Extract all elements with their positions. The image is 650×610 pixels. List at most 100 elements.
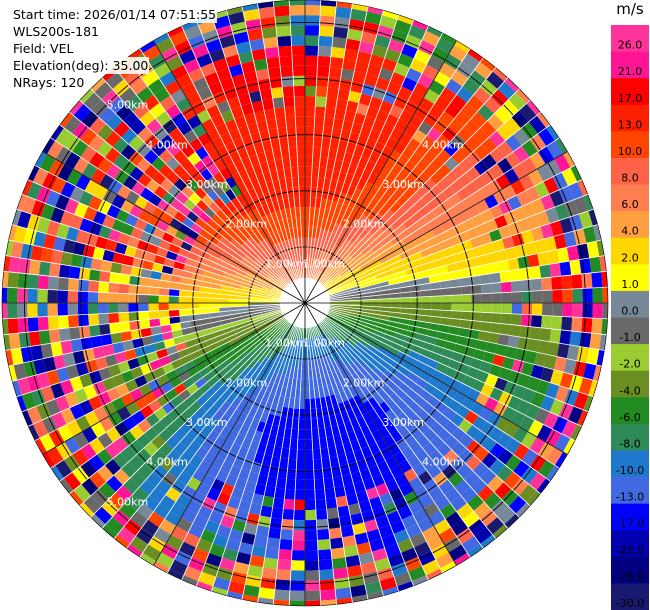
velocity-gate — [480, 57, 496, 72]
velocity-gate — [392, 337, 405, 347]
velocity-gate — [242, 3, 259, 12]
ray-separator — [327, 165, 576, 292]
velocity-gate — [153, 62, 172, 79]
velocity-gate — [334, 485, 346, 498]
velocity-gate — [536, 424, 553, 442]
velocity-gate — [242, 279, 254, 286]
velocity-gate — [419, 315, 431, 323]
velocity-gate — [490, 499, 509, 517]
velocity-gate — [521, 229, 535, 245]
velocity-gate — [274, 362, 282, 374]
velocity-gate — [112, 341, 125, 354]
velocity-gate — [198, 303, 210, 309]
velocity-gate — [178, 289, 190, 297]
ray-separator — [316, 32, 443, 281]
velocity-gate — [266, 118, 278, 131]
velocity-gate — [102, 249, 115, 263]
velocity-gate — [256, 473, 269, 486]
velocity-gate — [160, 212, 174, 225]
velocity-gate — [393, 571, 412, 587]
velocity-gate — [119, 273, 131, 285]
velocity-gate — [297, 439, 305, 450]
ray-separator — [330, 270, 607, 301]
velocity-gate — [193, 419, 207, 433]
velocity-gate — [227, 212, 239, 225]
colorbar-swatch — [611, 51, 649, 79]
velocity-gate — [311, 176, 319, 188]
velocity-gate — [230, 486, 245, 500]
velocity-gate — [106, 113, 123, 131]
velocity-gate — [405, 355, 418, 367]
velocity-gate — [358, 41, 375, 55]
velocity-gate — [549, 262, 562, 278]
velocity-gate — [554, 433, 571, 452]
velocity-gate — [368, 197, 380, 210]
velocity-gate — [363, 347, 375, 358]
velocity-gate — [309, 207, 316, 218]
velocity-gate — [46, 220, 61, 237]
velocity-gate — [583, 395, 594, 412]
velocity-gate — [174, 550, 193, 566]
velocity-gate — [335, 6, 352, 19]
velocity-gate — [210, 249, 222, 260]
velocity-gate — [453, 343, 466, 355]
velocity-gate — [231, 421, 244, 434]
velocity-gate — [475, 339, 488, 352]
velocity-gate — [282, 157, 291, 169]
velocity-gate — [410, 303, 422, 310]
velocity-gate — [258, 366, 268, 378]
velocity-gate — [271, 270, 280, 280]
velocity-gate — [391, 176, 404, 190]
velocity-gate — [246, 344, 257, 354]
velocity-gate — [510, 313, 522, 326]
velocity-gate — [355, 276, 367, 284]
velocity-gate — [390, 163, 403, 177]
velocity-gate — [241, 391, 252, 404]
velocity-gate — [367, 279, 379, 287]
velocity-gate — [37, 275, 49, 290]
velocity-gate — [396, 351, 409, 362]
velocity-gate — [122, 477, 140, 495]
velocity-gate — [189, 308, 200, 316]
velocity-gate — [390, 307, 401, 314]
velocity-gate — [219, 192, 231, 205]
velocity-gate — [139, 479, 156, 496]
velocity-gate — [285, 250, 291, 261]
velocity-gate — [292, 540, 305, 551]
velocity-gate — [182, 216, 195, 229]
velocity-gate — [156, 37, 175, 54]
velocity-gate — [459, 319, 471, 330]
velocity-gate — [72, 466, 90, 485]
velocity-gate — [222, 547, 239, 562]
velocity-gate — [334, 392, 343, 404]
velocity-gate — [340, 239, 350, 250]
velocity-gate — [213, 245, 225, 256]
velocity-gate — [460, 354, 474, 367]
velocity-gate — [450, 286, 462, 296]
velocity-gate — [546, 124, 560, 141]
velocity-gate — [338, 265, 349, 275]
velocity-gate — [370, 337, 382, 346]
velocity-gate — [372, 228, 384, 239]
velocity-gate — [239, 303, 250, 307]
velocity-gate — [339, 203, 349, 216]
velocity-gate — [501, 303, 513, 314]
velocity-gate — [10, 241, 24, 258]
velocity-gate — [413, 106, 429, 121]
velocity-gate — [411, 575, 429, 586]
velocity-gate — [305, 449, 314, 460]
velocity-gate — [203, 206, 216, 219]
velocity-gate — [2, 318, 9, 335]
velocity-gate — [121, 222, 135, 237]
velocity-gate — [305, 186, 312, 198]
velocity-gate — [246, 394, 257, 407]
velocity-gate — [536, 164, 553, 182]
velocity-gate — [305, 388, 311, 399]
velocity-gate — [276, 280, 286, 289]
velocity-gate — [399, 109, 414, 124]
velocity-gate — [286, 468, 297, 480]
velocity-gate — [438, 527, 457, 544]
velocity-gate — [69, 376, 84, 392]
velocity-gate — [290, 259, 296, 270]
velocity-gate — [67, 314, 79, 328]
